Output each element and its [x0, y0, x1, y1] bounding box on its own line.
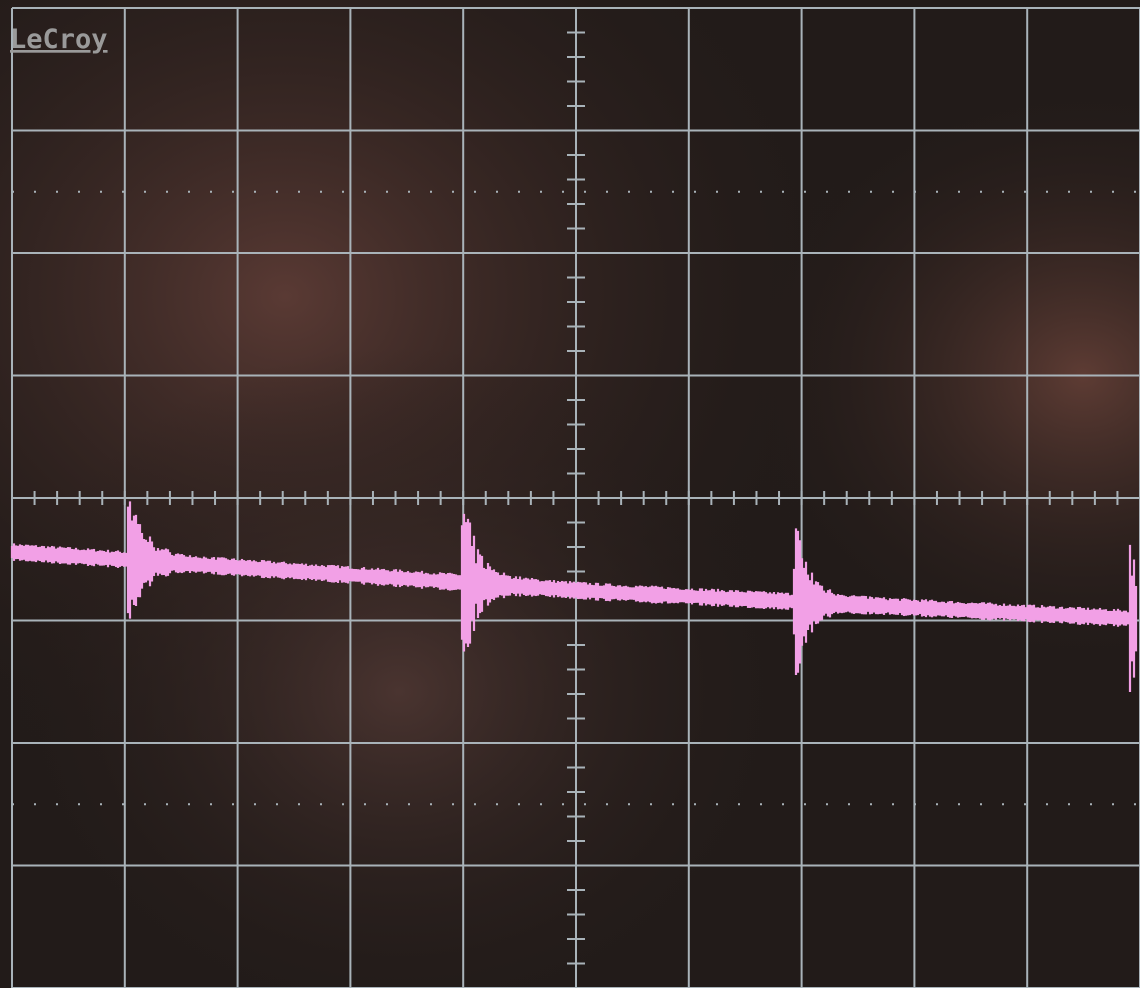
brand-logo: LeCroy [10, 24, 108, 55]
graticule [11, 7, 1140, 988]
waveform [10, 501, 1138, 692]
